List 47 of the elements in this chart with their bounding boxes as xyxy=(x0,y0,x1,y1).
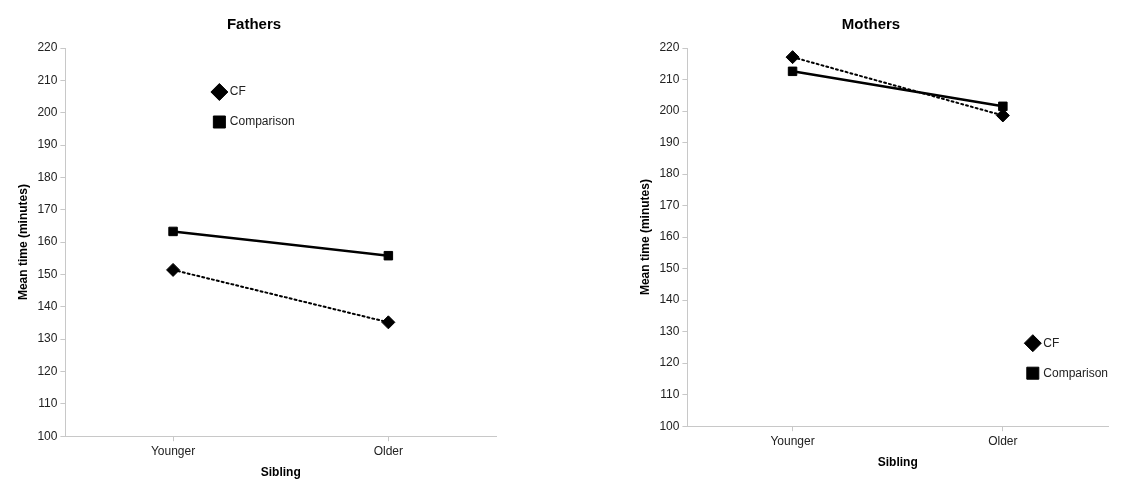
x-axis-title: Sibling xyxy=(260,465,301,480)
y-tick-label: 160 xyxy=(659,229,680,244)
legend-label: CF xyxy=(229,84,246,99)
point xyxy=(168,226,178,237)
x-tick-label: Older xyxy=(988,433,1018,448)
point xyxy=(995,108,1010,123)
y-tick-label: 110 xyxy=(660,387,680,401)
point xyxy=(785,50,800,65)
point xyxy=(787,66,798,77)
y-tick-label: 190 xyxy=(37,137,58,152)
point xyxy=(383,250,394,261)
y-tick-label: 200 xyxy=(659,103,680,118)
y-tick-label: 160 xyxy=(37,234,58,249)
y-tick-label: 210 xyxy=(659,71,680,86)
y-tick-label: 180 xyxy=(37,169,58,184)
y-tick-label: 110 xyxy=(38,396,58,411)
y-tick-label: 200 xyxy=(37,105,58,120)
x-axis-title: Sibling xyxy=(877,455,918,470)
legend-label: Comparison xyxy=(229,114,295,129)
y-tick-label: 130 xyxy=(659,323,680,338)
y-tick-label: 180 xyxy=(659,166,680,181)
legend-label: Comparison xyxy=(1043,365,1109,380)
y-tick-label: 150 xyxy=(37,266,58,281)
y-tick-label: 170 xyxy=(659,197,680,212)
y-axis-title: Mean time (minutes) xyxy=(15,184,30,301)
y-tick-label: 220 xyxy=(659,40,680,55)
y-tick-label: 120 xyxy=(37,363,58,378)
point xyxy=(166,262,181,277)
chart-title: Mothers xyxy=(841,15,901,33)
y-tick-label: 140 xyxy=(37,299,58,314)
y-tick-label: 100 xyxy=(37,428,58,443)
legend-label: CF xyxy=(1043,335,1060,350)
y-tick-label: 150 xyxy=(659,260,680,275)
y-tick-label: 220 xyxy=(37,40,58,55)
y-tick-label: 130 xyxy=(37,331,58,346)
x-tick-label: Younger xyxy=(150,443,196,458)
y-axis-title: Mean time (minutes) xyxy=(637,179,652,296)
chart-title: Fathers xyxy=(226,15,282,33)
y-tick-label: 100 xyxy=(659,418,680,433)
point xyxy=(381,315,396,330)
y-tick-label: 140 xyxy=(659,292,680,307)
x-tick-label: Younger xyxy=(770,433,815,448)
y-tick-label: 210 xyxy=(37,72,58,87)
x-tick-label: Older xyxy=(373,443,404,458)
y-tick-label: 190 xyxy=(659,134,680,149)
y-tick-label: 170 xyxy=(37,202,58,217)
y-tick-label: 120 xyxy=(659,355,680,370)
